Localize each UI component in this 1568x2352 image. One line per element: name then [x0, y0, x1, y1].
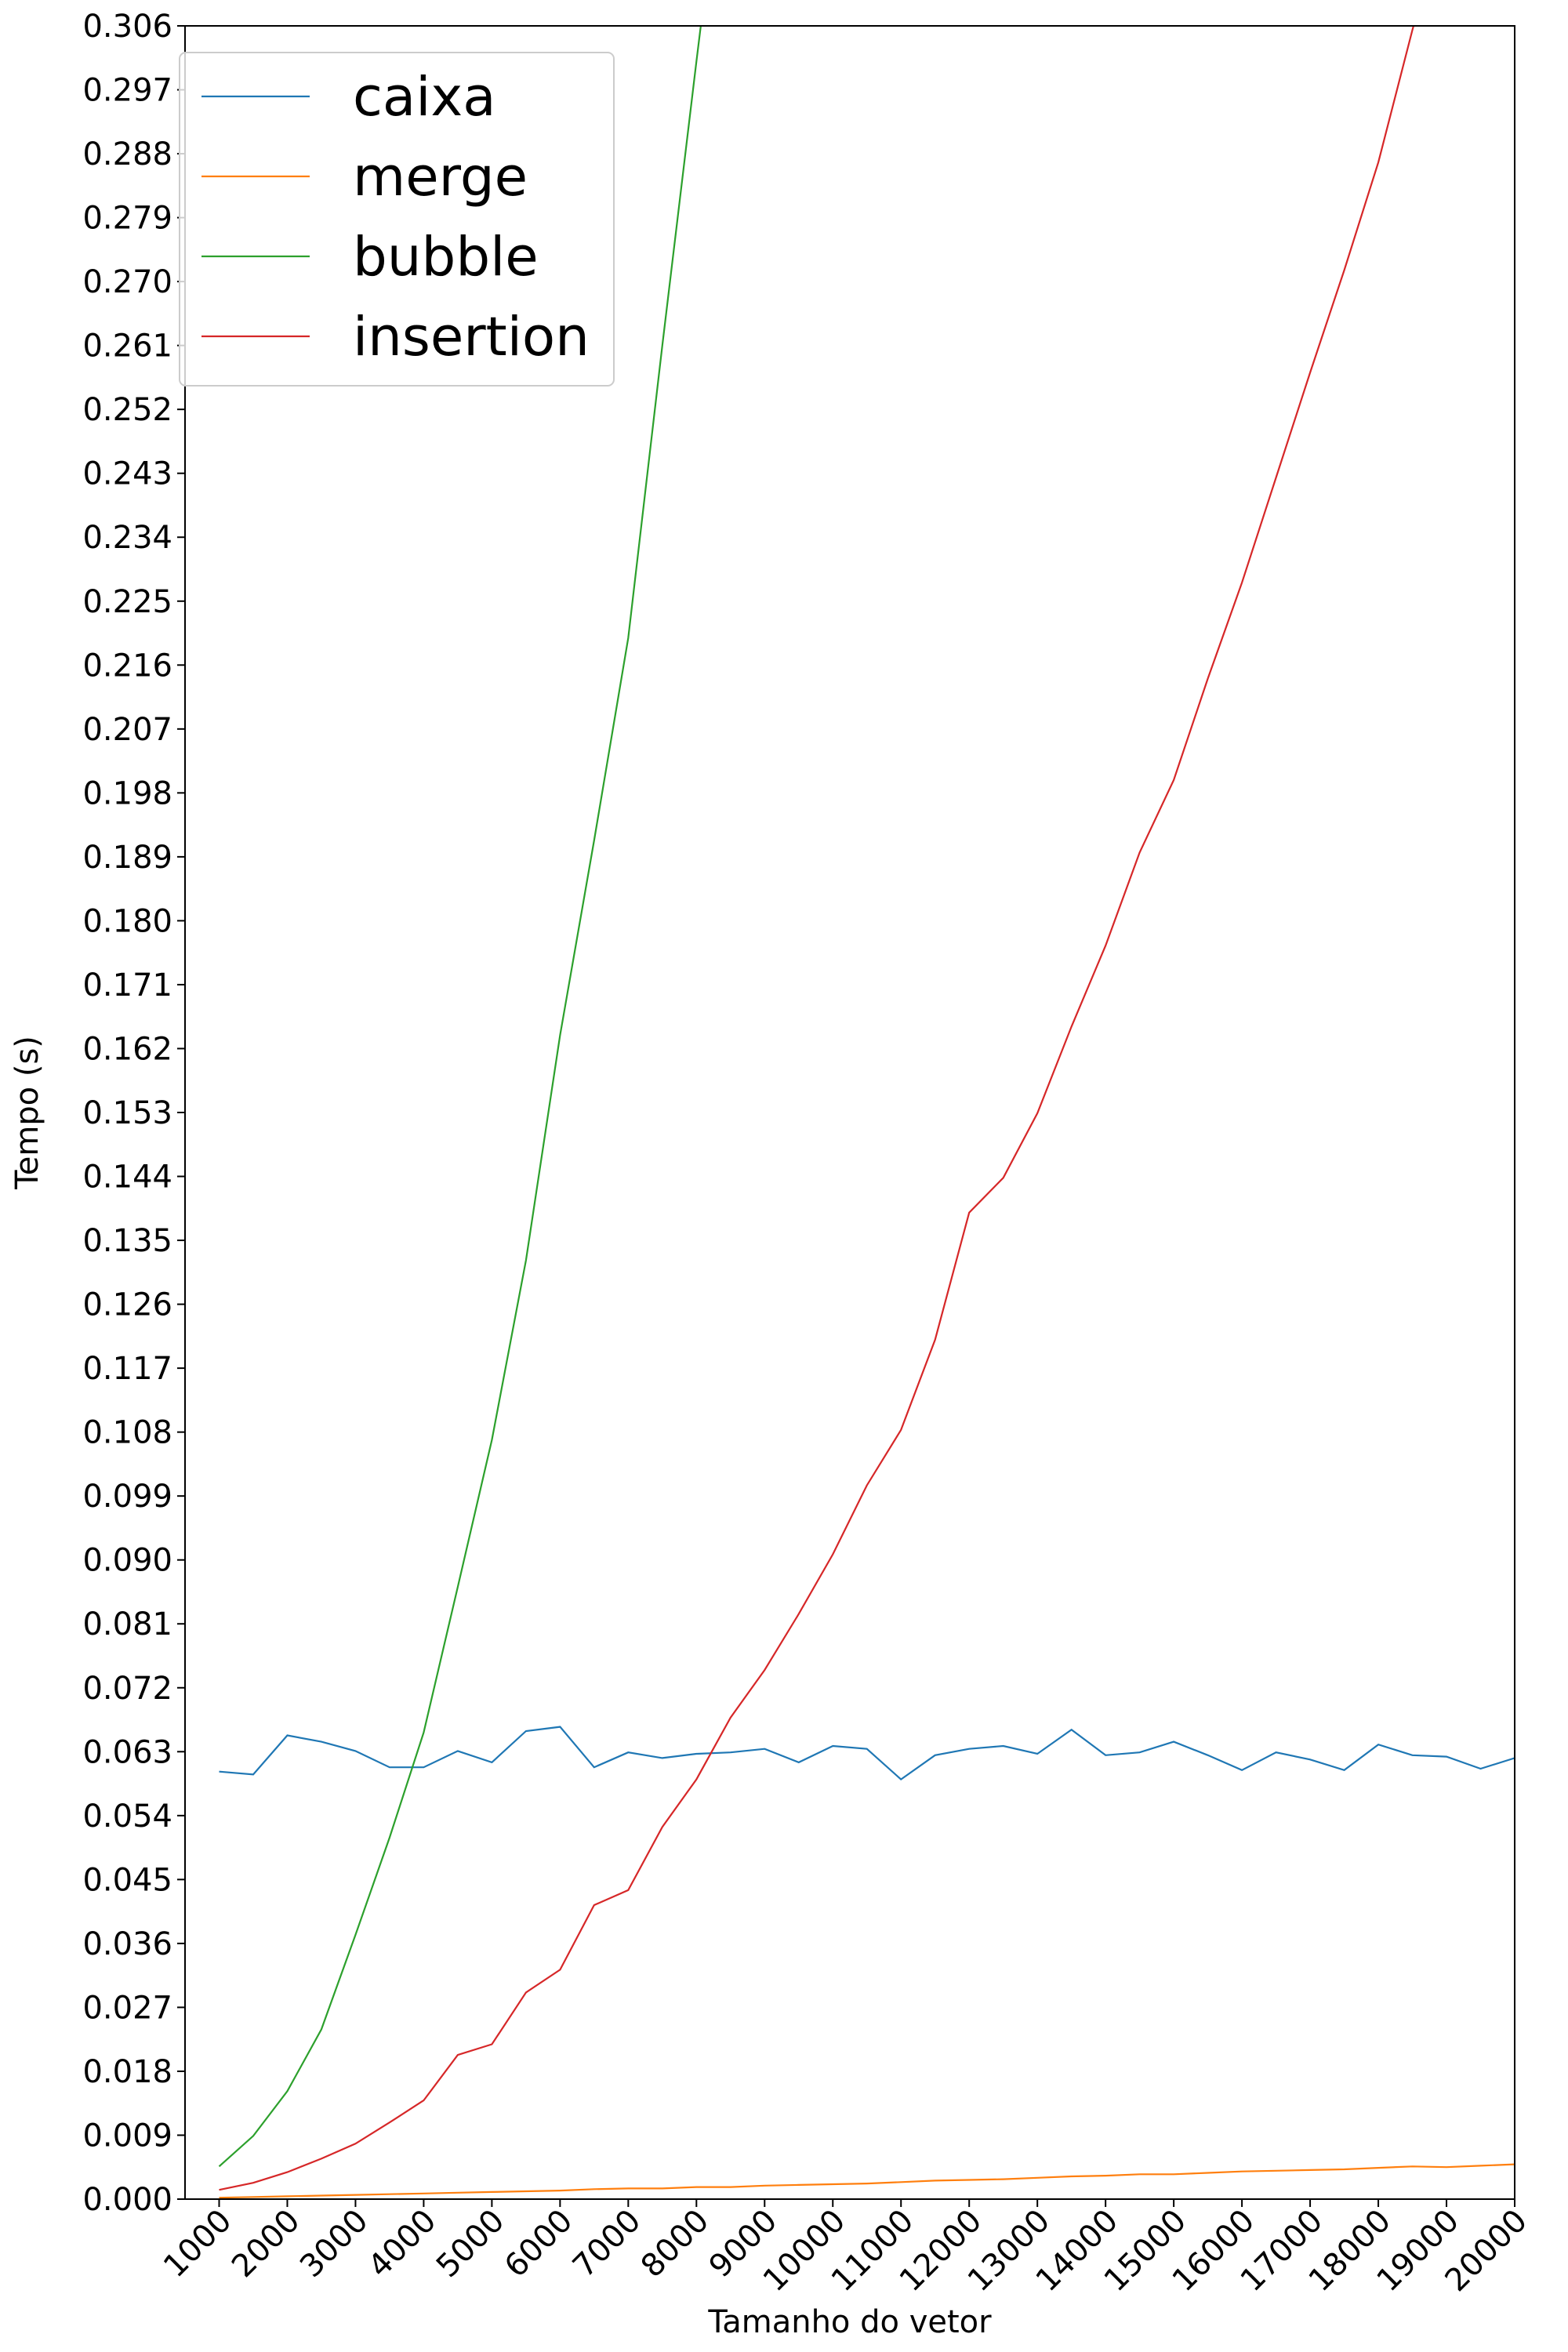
y-axis-label: Tempo (s) — [9, 1036, 45, 1190]
x-tick-label: 5000 — [430, 2203, 512, 2285]
y-tick-label: 0.081 — [82, 1606, 172, 1642]
legend-box — [179, 52, 615, 387]
x-tick-label: 2000 — [225, 2203, 307, 2285]
plot-lines — [218, 26, 1515, 2199]
x-tick-label: 3000 — [293, 2203, 376, 2285]
y-tick-label: 0.045 — [82, 1862, 172, 1898]
series-line — [218, 26, 702, 2168]
y-tick-label: 0.063 — [82, 1734, 172, 1770]
y-tick-label: 0.297 — [82, 73, 172, 109]
y-tick-label: 0.126 — [82, 1287, 172, 1323]
x-tick-label: 4000 — [361, 2203, 444, 2285]
y-tick-label: 0.117 — [82, 1351, 172, 1387]
y-tick-label: 0.252 — [82, 392, 172, 428]
y-tick-label: 0.108 — [82, 1415, 172, 1451]
y-tick-label: 0.306 — [82, 9, 172, 45]
y-tick-label: 0.162 — [82, 1031, 172, 1067]
x-axis-label: Tamanho do vetor — [707, 2304, 992, 2340]
series-line — [219, 2163, 1515, 2199]
y-tick-label: 0.090 — [82, 1543, 172, 1579]
series-line — [219, 1726, 1515, 1781]
y-tick-label: 0.171 — [82, 967, 172, 1004]
x-tick-label: 7000 — [566, 2203, 648, 2285]
y-tick-label: 0.009 — [82, 2118, 172, 2154]
y-tick-label: 0.018 — [82, 2054, 172, 2090]
y-tick-label: 0.270 — [82, 264, 172, 300]
y-tick-label: 0.054 — [82, 1798, 172, 1835]
y-tick-label: 0.027 — [82, 1990, 172, 2026]
y-tick-label: 0.036 — [82, 1926, 172, 1962]
legend-label: merge — [353, 146, 528, 209]
legend-label: bubble — [353, 226, 539, 289]
series-line — [219, 26, 1415, 2191]
y-tick-label: 0.279 — [82, 201, 172, 237]
y-tick-label: 0.234 — [82, 520, 172, 556]
legend-label: insertion — [353, 306, 590, 368]
y-tick-label: 0.099 — [82, 1479, 172, 1515]
y-tick-label: 0.144 — [82, 1160, 172, 1196]
y-tick-label: 0.207 — [82, 712, 172, 748]
x-tick-label: 6000 — [498, 2203, 580, 2285]
y-tick-label: 0.072 — [82, 1671, 172, 1707]
y-tick-label: 0.189 — [82, 840, 172, 876]
y-tick-label: 0.198 — [82, 775, 172, 811]
legend-label: caixa — [353, 66, 496, 129]
y-tick-label: 0.288 — [82, 136, 172, 172]
x-tick-label: 8000 — [634, 2203, 717, 2285]
y-tick-label: 0.180 — [82, 903, 172, 939]
y-tick-label: 0.135 — [82, 1223, 172, 1259]
y-tick-label: 0.216 — [82, 648, 172, 684]
y-tick-label: 0.153 — [82, 1095, 172, 1131]
y-tick-label: 0.243 — [82, 456, 172, 492]
y-tick-label: 0.261 — [82, 328, 172, 365]
plot-frame — [184, 25, 1515, 2200]
y-tick-label: 0.000 — [82, 2182, 172, 2218]
y-tick-label: 0.225 — [82, 584, 172, 620]
